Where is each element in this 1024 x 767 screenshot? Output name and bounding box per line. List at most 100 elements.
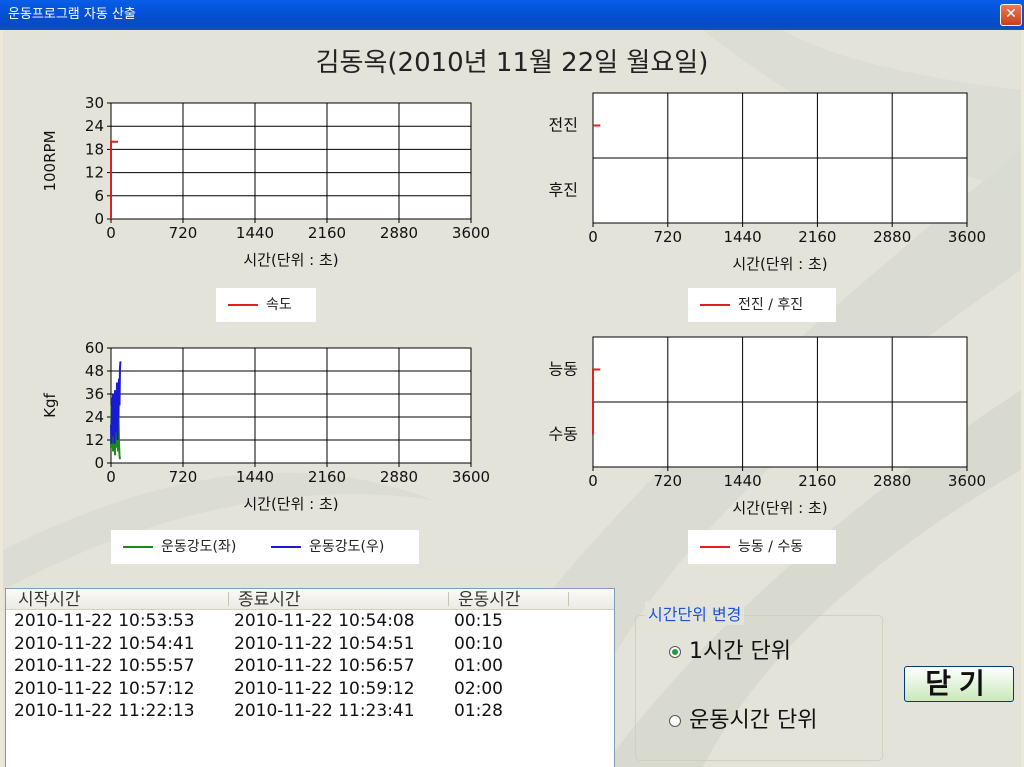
legend-intensity: 운동강도(좌) 운동강도(우) — [111, 530, 419, 564]
close-icon: ✕ — [1005, 6, 1017, 22]
table-row[interactable]: 2010-11-22 10:57:12 2010-11-22 10:59:12 02… — [6, 678, 614, 701]
column-separator[interactable] — [568, 592, 569, 606]
legend-item: 능동 / 수동 — [700, 530, 803, 564]
x-axis-label: 시간(단위 : 초) — [732, 255, 827, 273]
legend-label: 전진 / 후진 — [738, 297, 804, 313]
table-cell: 2010-11-22 11:22:13 — [14, 701, 195, 721]
y-tick-label: 24 — [85, 117, 104, 135]
close-button[interactable]: 닫기 — [904, 666, 1014, 702]
legend-item: 운동강도(우) — [271, 530, 384, 564]
x-tick-label: 3600 — [948, 228, 986, 246]
table-cell: 2010-11-22 10:54:41 — [14, 633, 195, 654]
y-tick-label: 30 — [85, 94, 104, 112]
x-tick-label: 0 — [588, 228, 598, 246]
x-tick-label: 1440 — [236, 468, 274, 486]
series-line — [110, 140, 118, 219]
title-bar: 운동프로그램 자동 산출 ✕ — [0, 0, 1024, 30]
x-tick-label: 2880 — [873, 228, 911, 246]
table-cell: 2010-11-22 10:57:12 — [14, 678, 195, 699]
window-title: 운동프로그램 자동 산출 — [8, 7, 136, 22]
radio-hour-unit[interactable]: 1시간 단위 — [669, 633, 791, 665]
column-header-start[interactable]: 시작시간 — [18, 590, 81, 610]
table-cell: 2010-11-22 10:59:12 — [234, 678, 415, 699]
legend-swatch — [228, 304, 258, 306]
x-tick-label: 2160 — [308, 468, 346, 486]
y-category-label: 후진 — [549, 181, 578, 200]
x-tick-label: 2880 — [873, 472, 911, 490]
x-tick-label: 0 — [106, 224, 116, 242]
y-axis-label: Kgf — [41, 392, 59, 417]
y-tick-label: 24 — [85, 408, 104, 426]
x-tick-label: 1440 — [236, 224, 274, 242]
column-separator[interactable] — [448, 592, 449, 606]
series-line — [592, 368, 601, 435]
legend-mode: 능동 / 수동 — [688, 530, 836, 564]
radio-label: 운동시간 단위 — [689, 708, 818, 733]
x-tick-label: 0 — [106, 468, 116, 486]
legend-direction: 전진 / 후진 — [688, 288, 836, 322]
client-area: 김동옥(2010년 11월 22일 월요일) 0 720 1440 2160 2880 3… — [3, 30, 1021, 767]
plot-area — [110, 102, 472, 220]
radio-unselected-icon — [669, 715, 681, 727]
column-header-duration[interactable]: 운동시간 — [458, 590, 521, 610]
x-tick-label: 0 — [588, 472, 598, 490]
window-close-button[interactable]: ✕ — [1000, 4, 1022, 26]
x-tick-label: 720 — [169, 468, 198, 486]
time-unit-group-title: 시간단위 변경 — [645, 601, 745, 625]
y-tick-label: 18 — [85, 140, 104, 158]
y-axis-label: 100RPM — [41, 130, 59, 191]
y-category-label: 전진 — [549, 116, 578, 135]
x-tick-label: 1440 — [724, 228, 762, 246]
x-tick-label: 720 — [653, 228, 682, 246]
y-tick-label: 0 — [94, 210, 104, 228]
table-cell: 2010-11-22 10:56:57 — [234, 656, 415, 676]
x-tick-label: 720 — [653, 472, 682, 490]
x-tick-label: 1440 — [724, 472, 762, 490]
legend-swatch — [700, 304, 730, 306]
radio-exercise-unit[interactable]: 운동시간 단위 — [669, 702, 817, 734]
table-cell: 2010-11-22 10:53:53 — [14, 611, 195, 631]
table-row[interactable]: 2010-11-22 10:54:41 2010-11-22 10:54:51 00… — [6, 633, 614, 656]
x-tick-label: 2880 — [380, 468, 418, 486]
x-tick-label: 720 — [169, 224, 198, 242]
x-axis-label: 시간(단위 : 초) — [243, 251, 338, 269]
column-header-end[interactable]: 종료시간 — [238, 590, 301, 610]
list-rows: 2010-11-22 10:53:53 2010-11-22 10:54:08 00… — [6, 610, 614, 723]
table-row[interactable]: 2010-11-22 10:55:57 2010-11-22 10:56:57 01… — [6, 655, 614, 678]
legend-label: 운동강도(우) — [309, 539, 385, 555]
table-cell: 2010-11-22 10:55:57 — [14, 656, 195, 676]
table-cell: 2010-11-22 10:54:51 — [234, 633, 415, 654]
plot-area — [110, 347, 472, 464]
legend-item: 운동강도(좌) — [123, 530, 236, 564]
x-tick-label: 3600 — [452, 468, 490, 486]
table-row[interactable]: 2010-11-22 11:22:13 2010-11-22 11:23:41 01… — [6, 700, 614, 723]
y-tick-label: 36 — [85, 385, 104, 403]
table-cell: 01:00 — [454, 656, 503, 676]
radio-label: 1시간 단위 — [689, 639, 791, 664]
radio-selected-icon — [669, 646, 681, 658]
x-tick-label: 3600 — [948, 472, 986, 490]
y-tick-label: 12 — [85, 164, 104, 182]
y-category-label: 능동 — [549, 360, 578, 379]
legend-label: 운동강도(좌) — [161, 539, 237, 555]
legend-item: 속도 — [228, 288, 292, 322]
table-cell: 01:28 — [454, 701, 503, 721]
y-tick-label: 6 — [94, 187, 104, 205]
column-separator[interactable] — [228, 592, 229, 606]
legend-item: 전진 / 후진 — [700, 288, 803, 322]
legend-swatch — [123, 546, 153, 548]
y-tick-label: 12 — [85, 431, 104, 449]
x-tick-label: 2160 — [798, 228, 836, 246]
table-cell: 00:10 — [454, 633, 503, 654]
page-title: 김동옥(2010년 11월 22일 월요일) — [315, 48, 709, 78]
x-tick-label: 2160 — [308, 224, 346, 242]
table-cell: 2010-11-22 10:54:08 — [234, 611, 415, 631]
table-cell: 00:15 — [454, 611, 503, 631]
series-line — [110, 361, 122, 444]
table-row[interactable]: 2010-11-22 10:53:53 2010-11-22 10:54:08 00… — [6, 610, 614, 633]
y-category-label: 수동 — [549, 425, 578, 444]
session-list[interactable]: 시작시간 종료시간 운동시간 2010-11-22 10:53:53 2010-1… — [5, 588, 615, 767]
x-tick-label: 3600 — [452, 224, 490, 242]
y-tick-label: 60 — [85, 339, 104, 357]
